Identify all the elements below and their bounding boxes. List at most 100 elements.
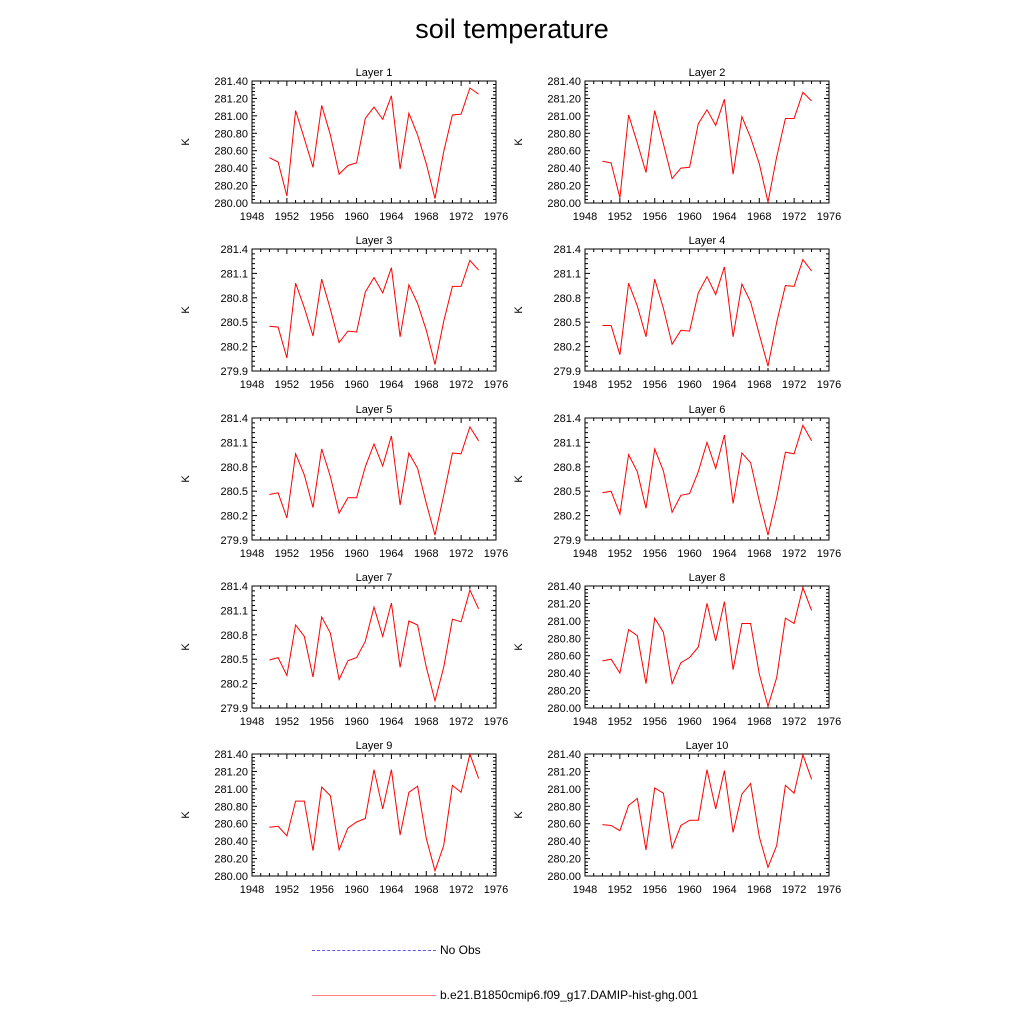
plot-frame [251, 417, 497, 541]
y-tick-label: 281.1 [220, 605, 248, 617]
x-tick-label: 1952 [608, 884, 632, 896]
y-tick-label: 280.5 [220, 317, 248, 329]
y-tick-label: 280.80 [547, 801, 581, 813]
x-tick-label: 1976 [817, 211, 841, 223]
y-tick-label: 281.00 [547, 616, 581, 628]
y-tick-label: 280.80 [214, 128, 248, 140]
panel-9: Layer 9 K 1948 1952 1956 1960 1964 1968 1972 1976… [180, 740, 508, 896]
y-tick-label: 280.60 [547, 146, 581, 158]
x-tick-label: 1968 [747, 716, 771, 728]
y-tick-label: 280.40 [214, 836, 248, 848]
y-tick-label: 280.60 [214, 146, 248, 158]
panel-title: Layer 6 [689, 404, 726, 416]
y-tick-label: 280.8 [220, 293, 248, 305]
panel-3: Layer 3 K 1948 1952 1956 1960 1964 1968 1972 1976… [180, 235, 508, 391]
x-tick-label: 1952 [608, 716, 632, 728]
y-tick-label: 281.00 [214, 784, 248, 796]
panel-title: Layer 2 [689, 67, 726, 79]
panel-5: Layer 5 K 1948 1952 1956 1960 1964 1968 1972 1976… [180, 404, 508, 560]
y-tick-label: 279.9 [220, 366, 248, 378]
y-tick-label: 280.20 [214, 854, 248, 866]
y-axis-label: K [180, 811, 192, 819]
x-tick-label: 1964 [712, 548, 736, 560]
y-tick-label: 281.4 [553, 244, 581, 256]
y-tick-label: 280.8 [220, 630, 248, 642]
y-tick-label: 280.5 [220, 654, 248, 666]
x-tick-label: 1972 [449, 884, 473, 896]
x-tick-label: 1972 [782, 716, 806, 728]
panel-title: Layer 4 [689, 235, 726, 247]
x-tick-label: 1964 [379, 211, 403, 223]
x-tick-label: 1968 [747, 379, 771, 391]
x-tick-label: 1968 [747, 548, 771, 560]
series-line [602, 753, 813, 869]
plot-frame [584, 248, 830, 372]
x-tick-label: 1968 [747, 211, 771, 223]
panel-title: Layer 7 [356, 572, 393, 584]
y-axis-label: K [180, 643, 192, 651]
y-tick-label: 281.1 [220, 268, 248, 280]
x-tick-label: 1972 [449, 548, 473, 560]
x-tick-label: 1952 [275, 379, 299, 391]
x-tick-label: 1960 [677, 548, 701, 560]
series-line [269, 588, 480, 703]
y-tick-label: 280.2 [220, 679, 248, 691]
y-tick-label: 281.4 [553, 413, 581, 425]
x-tick-label: 1948 [573, 379, 597, 391]
x-tick-label: 1976 [484, 211, 508, 223]
series-line [269, 259, 479, 365]
x-tick-label: 1968 [747, 884, 771, 896]
x-tick-label: 1956 [309, 548, 333, 560]
y-axis-label: K [180, 138, 192, 146]
series-line [602, 586, 813, 709]
x-tick-label: 1960 [344, 716, 368, 728]
panel-title: Layer 1 [356, 67, 393, 79]
y-tick-label: 280.40 [547, 163, 581, 175]
panel-title: Layer 5 [356, 404, 393, 416]
y-axis-label: K [513, 306, 525, 314]
y-tick-label: 280.2 [220, 511, 248, 523]
panel-title: Layer 9 [356, 740, 393, 752]
x-tick-label: 1960 [344, 884, 368, 896]
x-tick-label: 1976 [484, 884, 508, 896]
x-tick-label: 1956 [642, 379, 666, 391]
series-line [269, 87, 479, 199]
y-tick-label: 280.80 [214, 801, 248, 813]
series-line [602, 91, 812, 203]
x-tick-label: 1952 [608, 548, 632, 560]
y-tick-label: 281.40 [547, 749, 581, 761]
x-tick-label: 1952 [275, 884, 299, 896]
panel-2: Layer 2 K 1948 1952 1956 1960 1964 1968 1972 1976… [513, 67, 841, 223]
y-tick-label: 279.9 [553, 366, 581, 378]
y-tick-label: 281.20 [214, 766, 248, 778]
y-tick-label: 281.00 [214, 111, 248, 123]
y-tick-label: 280.2 [220, 342, 248, 354]
plot-frame [584, 417, 830, 541]
x-tick-label: 1948 [573, 548, 597, 560]
y-tick-label: 281.4 [220, 244, 248, 256]
y-axis-label: K [513, 811, 525, 819]
y-tick-label: 280.00 [547, 871, 581, 883]
x-tick-label: 1976 [484, 548, 508, 560]
x-tick-label: 1956 [642, 548, 666, 560]
y-tick-label: 279.9 [220, 703, 248, 715]
x-tick-label: 1952 [608, 379, 632, 391]
y-tick-label: 280.40 [547, 836, 581, 848]
x-tick-label: 1956 [642, 884, 666, 896]
y-tick-label: 281.20 [214, 93, 248, 105]
y-tick-label: 280.00 [547, 703, 581, 715]
series-line [269, 752, 480, 873]
y-tick-label: 280.40 [214, 163, 248, 175]
y-tick-label: 281.1 [553, 268, 581, 280]
y-tick-label: 281.20 [547, 598, 581, 610]
legend-obs-label: No Obs [440, 943, 481, 957]
x-tick-label: 1976 [817, 716, 841, 728]
y-tick-label: 280.5 [553, 317, 581, 329]
x-tick-label: 1960 [677, 379, 701, 391]
y-tick-label: 279.9 [553, 535, 581, 547]
y-tick-label: 281.40 [547, 581, 581, 593]
x-tick-label: 1948 [240, 379, 264, 391]
x-tick-label: 1948 [573, 716, 597, 728]
y-tick-label: 280.60 [547, 651, 581, 663]
